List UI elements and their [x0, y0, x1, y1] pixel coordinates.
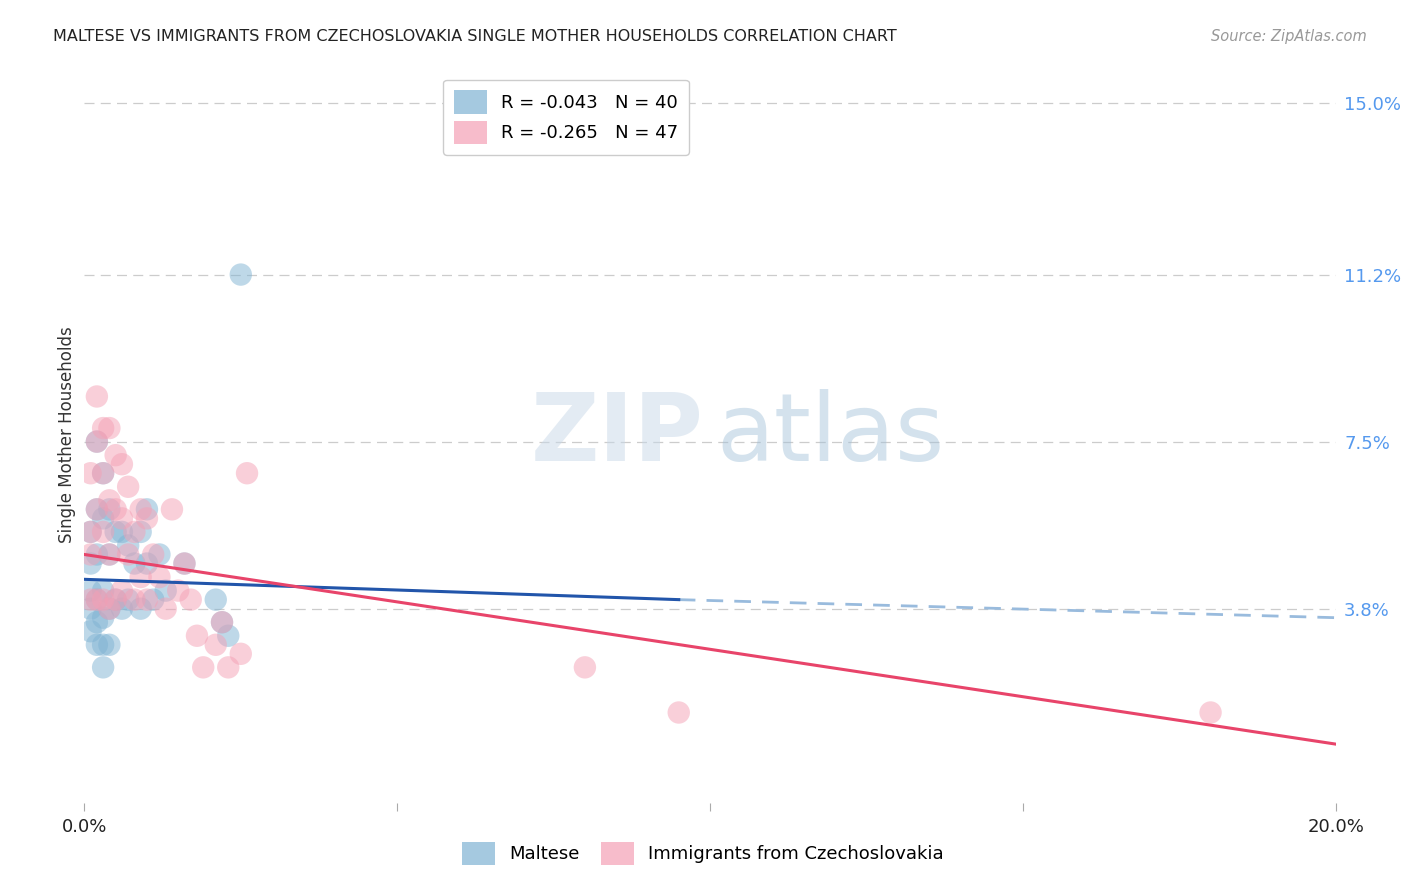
Point: [211, 615, 233, 630]
Point: [148, 548, 170, 562]
Text: ZIP: ZIP: [531, 389, 704, 481]
Point: [79, 583, 101, 598]
Point: [91, 592, 114, 607]
Point: [217, 629, 239, 643]
Point: [104, 524, 127, 539]
Point: [167, 583, 190, 598]
Point: [129, 524, 152, 539]
Point: [142, 548, 165, 562]
Point: [155, 601, 177, 615]
Point: [129, 601, 152, 615]
Point: [668, 706, 690, 720]
Point: [136, 502, 159, 516]
Point: [204, 638, 226, 652]
Point: [136, 511, 159, 525]
Point: [79, 601, 101, 615]
Point: [117, 539, 139, 553]
Point: [117, 548, 139, 562]
Point: [79, 524, 101, 539]
Point: [160, 502, 183, 516]
Point: [79, 557, 101, 571]
Point: [180, 592, 202, 607]
Point: [98, 548, 121, 562]
Text: MALTESE VS IMMIGRANTS FROM CZECHOSLOVAKIA SINGLE MOTHER HOUSEHOLDS CORRELATION C: MALTESE VS IMMIGRANTS FROM CZECHOSLOVAKI…: [53, 29, 897, 44]
Point: [86, 389, 108, 403]
Point: [98, 548, 121, 562]
Point: [98, 493, 121, 508]
Point: [111, 583, 134, 598]
Text: atlas: atlas: [716, 389, 945, 481]
Point: [124, 557, 146, 571]
Point: [91, 660, 114, 674]
Point: [574, 660, 596, 674]
Point: [124, 592, 146, 607]
Point: [186, 629, 208, 643]
Point: [148, 570, 170, 584]
Point: [104, 592, 127, 607]
Point: [91, 467, 114, 481]
Point: [79, 592, 101, 607]
Point: [193, 660, 215, 674]
Point: [136, 557, 159, 571]
Point: [111, 601, 134, 615]
Point: [86, 434, 108, 449]
Point: [86, 615, 108, 630]
Point: [236, 467, 259, 481]
Point: [104, 448, 127, 462]
Point: [86, 592, 108, 607]
Legend: Maltese, Immigrants from Czechoslovakia: Maltese, Immigrants from Czechoslovakia: [456, 835, 950, 872]
Point: [86, 592, 108, 607]
Point: [91, 524, 114, 539]
Point: [204, 592, 226, 607]
Point: [217, 660, 239, 674]
Point: [86, 434, 108, 449]
Point: [79, 624, 101, 639]
Point: [104, 502, 127, 516]
Point: [117, 480, 139, 494]
Legend: R = -0.043   N = 40, R = -0.265   N = 47: R = -0.043 N = 40, R = -0.265 N = 47: [443, 79, 689, 155]
Point: [91, 421, 114, 435]
Point: [91, 467, 114, 481]
Point: [91, 610, 114, 624]
Text: Source: ZipAtlas.com: Source: ZipAtlas.com: [1211, 29, 1367, 44]
Point: [98, 502, 121, 516]
Point: [79, 524, 101, 539]
Point: [91, 583, 114, 598]
Point: [142, 592, 165, 607]
Point: [129, 570, 152, 584]
Point: [211, 615, 233, 630]
Point: [86, 548, 108, 562]
Point: [111, 457, 134, 471]
Point: [91, 511, 114, 525]
Point: [104, 592, 127, 607]
Point: [173, 557, 195, 571]
Point: [86, 502, 108, 516]
Point: [1199, 706, 1222, 720]
Point: [229, 268, 252, 282]
Point: [91, 638, 114, 652]
Point: [98, 421, 121, 435]
Point: [86, 638, 108, 652]
Point: [155, 583, 177, 598]
Point: [79, 548, 101, 562]
Point: [173, 557, 195, 571]
Point: [117, 592, 139, 607]
Point: [86, 502, 108, 516]
Point: [98, 601, 121, 615]
Point: [98, 638, 121, 652]
Point: [136, 592, 159, 607]
Point: [111, 524, 134, 539]
Point: [229, 647, 252, 661]
Point: [124, 524, 146, 539]
Point: [79, 467, 101, 481]
Point: [111, 511, 134, 525]
Point: [129, 502, 152, 516]
Y-axis label: Single Mother Households: Single Mother Households: [58, 326, 76, 543]
Point: [98, 601, 121, 615]
